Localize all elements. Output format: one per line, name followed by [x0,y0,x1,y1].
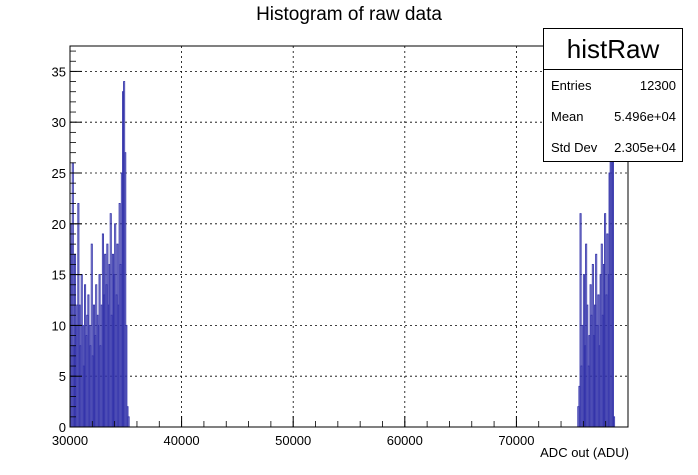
x-tick-label: 50000 [275,433,311,448]
stats-box: histRaw Entries 12300 Mean 5.496e+04 Std… [543,28,683,162]
histogram-bars [69,81,616,428]
y-tick-label: 35 [52,64,66,79]
y-tick-label: 25 [52,166,66,181]
stats-box-name: histRaw [544,29,682,70]
y-tick-label: 10 [52,318,66,333]
stats-row-stddev: Std Dev 2.305e+04 [544,132,682,163]
y-tick-label: 5 [59,369,66,384]
x-axis-label: ADC out (ADU) [540,445,629,460]
stats-value: 12300 [639,78,676,93]
stats-row-entries: Entries 12300 [544,70,682,101]
y-tick-label: 0 [59,420,66,435]
stats-value: 2.305e+04 [614,140,676,155]
stats-row-mean: Mean 5.496e+04 [544,101,682,132]
tick-labels: 30000 40000 50000 60000 70000 0 5 10 15 20 25 30 35 [52,64,535,448]
x-tick-label: 40000 [164,433,200,448]
stats-label: Mean [551,109,584,124]
x-tick-label: 70000 [498,433,534,448]
x-tick-label: 30000 [52,433,88,448]
y-tick-label: 15 [52,268,66,283]
y-tick-label: 30 [52,115,66,130]
stats-label: Entries [551,78,592,93]
histogram-bin [127,416,130,428]
grid-lines [70,46,628,427]
chart-title: Histogram of raw data [256,4,442,25]
stats-value: 5.496e+04 [614,109,676,124]
histogram-bin [613,416,616,428]
axis-ticks [69,50,629,428]
y-tick-label: 20 [52,217,66,232]
x-tick-label: 60000 [387,433,423,448]
stats-label: Std Dev [551,140,598,155]
plot-frame [69,45,629,428]
